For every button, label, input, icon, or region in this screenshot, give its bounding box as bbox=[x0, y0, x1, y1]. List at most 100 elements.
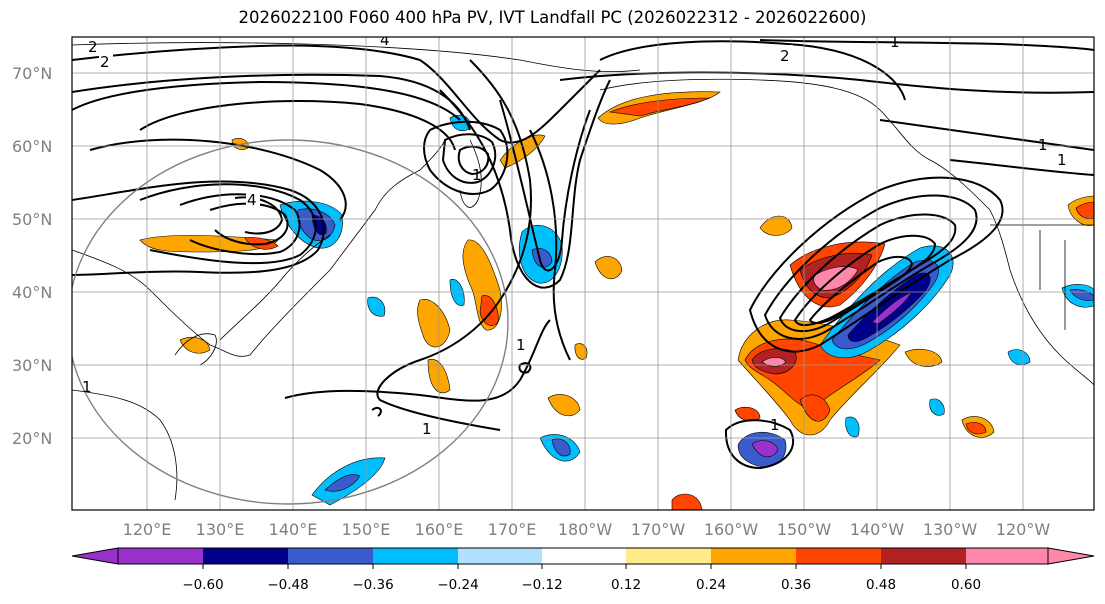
lon-label: 180°W bbox=[558, 520, 613, 539]
colorbar-bin bbox=[288, 548, 373, 564]
distance-circle bbox=[72, 139, 509, 505]
lon-label: 170°E bbox=[488, 520, 537, 539]
contour-line bbox=[559, 71, 1094, 94]
lon-label: 150°E bbox=[342, 520, 391, 539]
coastlines bbox=[72, 42, 1094, 501]
coastline-alaska bbox=[599, 78, 991, 211]
colorbar-bin bbox=[542, 548, 626, 564]
lat-label: 60°N bbox=[12, 137, 52, 156]
coastline-arctic bbox=[72, 42, 641, 73]
pv-negative-patch bbox=[531, 248, 553, 268]
pv-positive-patch bbox=[761, 357, 787, 367]
lat-label: 70°N bbox=[12, 64, 52, 83]
colorbar-bin bbox=[203, 548, 288, 564]
pv-negative-patch bbox=[845, 416, 860, 438]
colorbar-bin bbox=[711, 548, 796, 564]
colorbar-tick-label: −0.24 bbox=[437, 577, 478, 593]
contour-line bbox=[599, 40, 906, 101]
pv-negative-patch bbox=[929, 398, 945, 416]
map-title: 2026022100 F060 400 hPa PV, IVT Landfall… bbox=[238, 8, 867, 27]
contour-line bbox=[808, 256, 914, 324]
contour-line bbox=[72, 80, 461, 121]
pv-positive-patch bbox=[799, 394, 831, 422]
contour-line bbox=[949, 159, 1094, 176]
contour-line bbox=[72, 180, 325, 276]
contour-line bbox=[139, 100, 456, 151]
contour-line bbox=[439, 79, 611, 289]
contour-label: 1 bbox=[82, 378, 92, 396]
border-states bbox=[1039, 230, 1066, 330]
contour-line bbox=[179, 193, 301, 256]
colorbar-tick-label: 0.36 bbox=[781, 577, 811, 593]
contour-label: 1 bbox=[770, 416, 780, 434]
contour-line bbox=[518, 362, 532, 374]
colorbar-lower-extend bbox=[71, 547, 119, 565]
contour-line bbox=[441, 133, 497, 184]
pv-positive-patch bbox=[547, 394, 581, 417]
contour-line bbox=[724, 419, 795, 470]
contour-line bbox=[89, 138, 347, 221]
pv-positive-patch bbox=[608, 97, 711, 117]
contour-line bbox=[72, 44, 421, 61]
pv-negative-patch bbox=[1007, 349, 1031, 365]
colorbar-tick-label: 0.12 bbox=[611, 577, 641, 593]
colorbar-tick-label: −0.12 bbox=[521, 577, 562, 593]
contour-line bbox=[763, 194, 978, 340]
colorbar-tick-label: 0.48 bbox=[866, 577, 896, 593]
contour-label: 1 bbox=[516, 336, 526, 354]
contour-label: 1 bbox=[472, 166, 482, 184]
contour-label: 1 bbox=[890, 33, 900, 51]
contour-line bbox=[284, 319, 551, 402]
map-frame bbox=[71, 36, 1095, 511]
colorbar-bin bbox=[881, 548, 966, 564]
coastline-kamchatka bbox=[459, 139, 482, 208]
lon-label: 130°W bbox=[923, 520, 978, 539]
coastline-japan bbox=[219, 234, 331, 341]
pv-negative-patch bbox=[449, 279, 465, 306]
lon-label: 130°E bbox=[196, 520, 245, 539]
coastline-asia bbox=[72, 139, 446, 357]
lon-label: 120°W bbox=[996, 520, 1051, 539]
latitude-labels: 70°N 60°N 50°N 40°N 30°N 20°N bbox=[12, 64, 52, 448]
lon-label: 140°W bbox=[850, 520, 905, 539]
contour-line bbox=[376, 59, 532, 431]
contour-label: 4 bbox=[247, 191, 257, 209]
pv-positive-patch bbox=[904, 349, 943, 367]
pv-negative-patch bbox=[367, 296, 386, 317]
colorbar-upper-extend bbox=[1047, 547, 1095, 565]
contour-line bbox=[759, 39, 1094, 51]
contour-line bbox=[371, 406, 382, 417]
lat-label: 40°N bbox=[12, 283, 52, 302]
coastline-korea bbox=[174, 333, 217, 366]
colorbar-tick-label: 0.24 bbox=[696, 577, 726, 593]
colorbar-bin bbox=[966, 548, 1048, 564]
pv-negative-patch bbox=[751, 440, 779, 458]
pv-positive-patch bbox=[1075, 201, 1094, 219]
contour-line bbox=[529, 129, 571, 361]
contour-label: 1 bbox=[422, 420, 432, 438]
colorbar-tick-label: −0.60 bbox=[182, 577, 223, 593]
map-plot-area: 2 2 2 4 1 1 4 1 1 1 1 1 1 bbox=[72, 31, 1094, 510]
lon-label: 150°W bbox=[777, 520, 832, 539]
contour-line bbox=[778, 213, 957, 333]
contour-label: 4 bbox=[380, 31, 390, 49]
pv-positive-patch bbox=[965, 422, 987, 435]
lon-label: 140°E bbox=[269, 520, 318, 539]
contour-line bbox=[793, 234, 937, 326]
lon-label: 160°E bbox=[415, 520, 464, 539]
contour-label: 2 bbox=[100, 53, 110, 71]
ivt-contours bbox=[72, 39, 1094, 470]
colorbar-tick-label: −0.48 bbox=[267, 577, 308, 593]
lon-label: 160°W bbox=[704, 520, 759, 539]
colorbar-bin bbox=[796, 548, 881, 564]
colorbar-bin bbox=[626, 548, 711, 564]
contour-line bbox=[139, 183, 317, 265]
colorbar-bin bbox=[118, 548, 203, 564]
pv-positive-patch bbox=[499, 134, 546, 169]
colorbar-tick-label: 0.60 bbox=[951, 577, 981, 593]
contour-label: 1 bbox=[1057, 151, 1067, 169]
contour-line bbox=[457, 145, 490, 176]
lon-label: 170°W bbox=[631, 520, 686, 539]
pv-positive-patch bbox=[734, 406, 761, 422]
